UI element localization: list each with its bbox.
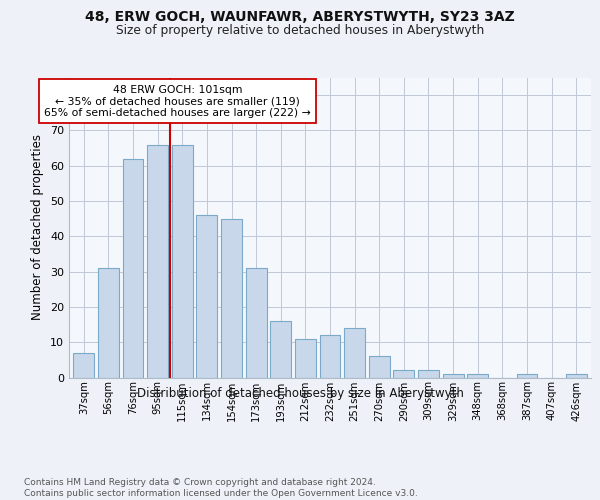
Bar	[566, 374, 587, 378]
Bar	[245, 268, 266, 378]
Text: Contains HM Land Registry data © Crown copyright and database right 2024.
Contai: Contains HM Land Registry data © Crown c…	[24, 478, 418, 498]
Bar	[394, 370, 415, 378]
Bar	[172, 144, 193, 378]
Bar	[344, 328, 365, 378]
Text: Size of property relative to detached houses in Aberystwyth: Size of property relative to detached ho…	[116, 24, 484, 37]
Bar	[122, 158, 143, 378]
Bar	[98, 268, 119, 378]
Bar	[221, 218, 242, 378]
Bar	[467, 374, 488, 378]
Bar	[320, 335, 340, 378]
Bar	[73, 353, 94, 378]
Text: 48 ERW GOCH: 101sqm
← 35% of detached houses are smaller (119)
65% of semi-detac: 48 ERW GOCH: 101sqm ← 35% of detached ho…	[44, 84, 311, 118]
Text: 48, ERW GOCH, WAUNFAWR, ABERYSTWYTH, SY23 3AZ: 48, ERW GOCH, WAUNFAWR, ABERYSTWYTH, SY2…	[85, 10, 515, 24]
Y-axis label: Number of detached properties: Number of detached properties	[31, 134, 44, 320]
Bar	[443, 374, 464, 378]
Bar	[369, 356, 390, 378]
Bar	[517, 374, 538, 378]
Bar	[270, 321, 291, 378]
Bar	[295, 338, 316, 378]
Bar	[196, 215, 217, 378]
Text: Distribution of detached houses by size in Aberystwyth: Distribution of detached houses by size …	[137, 388, 463, 400]
Bar	[418, 370, 439, 378]
Bar	[147, 144, 168, 378]
